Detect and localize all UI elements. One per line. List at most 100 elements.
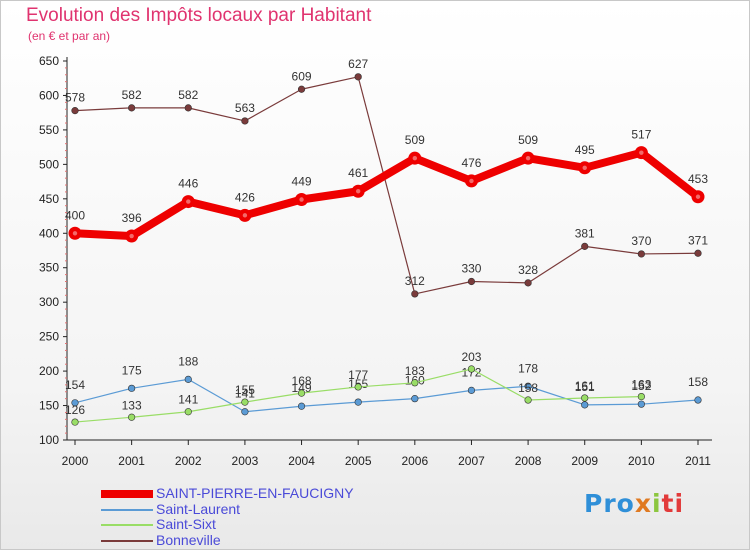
y-tick-label: 200 bbox=[39, 364, 59, 378]
data-point bbox=[184, 408, 192, 416]
data-point-highlight bbox=[72, 231, 78, 236]
data-label: 449 bbox=[292, 175, 312, 189]
data-point bbox=[467, 386, 476, 394]
data-label: 495 bbox=[575, 143, 595, 157]
data-label: 312 bbox=[405, 274, 425, 288]
x-tick-label: 2003 bbox=[232, 454, 259, 468]
y-tick-label: 250 bbox=[39, 330, 59, 344]
data-point bbox=[694, 396, 702, 404]
data-point bbox=[411, 290, 419, 298]
data-point bbox=[128, 104, 136, 112]
legend-label: SAINT-PIERRE-EN-FAUCIGNY bbox=[156, 485, 354, 501]
data-point bbox=[241, 398, 249, 406]
data-point bbox=[637, 250, 645, 258]
x-tick-label: 2001 bbox=[118, 454, 145, 468]
data-point bbox=[128, 413, 136, 421]
data-label: 396 bbox=[122, 211, 142, 225]
data-point bbox=[467, 365, 476, 373]
data-point bbox=[581, 394, 589, 402]
data-point-highlight bbox=[582, 165, 587, 171]
data-label: 141 bbox=[235, 387, 255, 401]
y-tick-label: 300 bbox=[39, 295, 59, 309]
logo-part-4: ti bbox=[661, 489, 685, 518]
data-label: 126 bbox=[65, 403, 85, 417]
data-label: 168 bbox=[292, 374, 312, 388]
y-tick-label: 500 bbox=[39, 157, 59, 171]
data-point bbox=[581, 401, 589, 409]
data-point bbox=[637, 400, 645, 408]
data-label: 517 bbox=[631, 128, 651, 142]
data-point bbox=[297, 389, 306, 397]
data-point-highlight bbox=[129, 233, 134, 239]
x-tick-label: 2005 bbox=[345, 454, 372, 468]
data-label: 330 bbox=[461, 262, 481, 276]
series-line bbox=[74, 76, 699, 295]
data-label: 461 bbox=[348, 166, 368, 180]
y-tick-label: 400 bbox=[39, 226, 59, 240]
data-point bbox=[524, 279, 532, 287]
data-label: 183 bbox=[405, 364, 425, 378]
data-label: 178 bbox=[518, 361, 538, 375]
data-point bbox=[637, 392, 645, 401]
data-label: 563 bbox=[235, 101, 255, 115]
data-point bbox=[467, 277, 476, 286]
x-tick-label: 2000 bbox=[62, 454, 89, 468]
data-point bbox=[71, 399, 79, 407]
data-point bbox=[524, 396, 532, 404]
data-point bbox=[411, 379, 419, 387]
data-point bbox=[297, 85, 306, 93]
data-label: 627 bbox=[348, 57, 368, 71]
legend-swatch bbox=[101, 490, 153, 498]
data-point bbox=[71, 107, 79, 115]
data-point bbox=[184, 104, 192, 112]
data-point bbox=[297, 402, 306, 410]
data-label: 381 bbox=[575, 226, 595, 240]
data-label: 371 bbox=[688, 233, 708, 247]
data-point-highlight bbox=[412, 155, 418, 161]
series-saint-laurent: 154175188141149155160172178151152158 bbox=[65, 354, 708, 416]
data-point-highlight bbox=[525, 155, 531, 161]
x-tick-label: 2006 bbox=[401, 454, 428, 468]
data-point bbox=[71, 418, 79, 426]
x-tick-label: 2010 bbox=[628, 454, 655, 468]
x-tick-label: 2004 bbox=[288, 454, 315, 468]
legend-label: Saint-Sixt bbox=[156, 516, 216, 532]
data-point bbox=[354, 383, 362, 391]
data-point-highlight bbox=[695, 194, 701, 199]
data-label: 509 bbox=[405, 133, 425, 147]
data-point bbox=[581, 242, 589, 250]
data-label: 161 bbox=[575, 379, 595, 393]
proxiti-logo: Proxiti bbox=[584, 489, 684, 518]
data-label: 476 bbox=[461, 156, 481, 170]
data-point-highlight bbox=[186, 199, 191, 204]
data-label: 141 bbox=[178, 393, 198, 407]
data-label: 509 bbox=[518, 133, 538, 147]
legend-swatch bbox=[101, 540, 153, 542]
data-point bbox=[241, 408, 249, 416]
x-tick-label: 2008 bbox=[515, 454, 542, 468]
chart-title: Evolution des Impôts locaux par Habitant bbox=[26, 5, 372, 26]
series-bonneville: 578 582 582 563 609 627 312 330 328 381 370 371 bbox=[65, 57, 708, 298]
data-label: 188 bbox=[178, 354, 198, 368]
series-line bbox=[74, 378, 699, 413]
y-tick-label: 150 bbox=[39, 399, 59, 413]
data-label: 400 bbox=[65, 208, 85, 222]
legend-swatch bbox=[101, 509, 153, 511]
data-label: 609 bbox=[292, 69, 312, 83]
data-point-highlight bbox=[469, 178, 474, 184]
data-point-highlight bbox=[639, 150, 644, 155]
data-label: 151 bbox=[575, 380, 595, 394]
data-point-highlight bbox=[299, 197, 304, 202]
logo-part-2: x bbox=[634, 489, 652, 518]
data-label: 446 bbox=[178, 177, 198, 191]
data-label: 163 bbox=[631, 378, 651, 392]
data-point-highlight bbox=[355, 189, 361, 194]
series-saint-pierre-en-faucigny: 400 396 446 426 449 461 509 476 509 495 517 453 bbox=[65, 128, 708, 243]
data-point bbox=[128, 384, 136, 392]
y-tick-label: 550 bbox=[39, 123, 59, 137]
x-tick-label: 2011 bbox=[685, 454, 711, 468]
data-label: 152 bbox=[631, 379, 651, 393]
